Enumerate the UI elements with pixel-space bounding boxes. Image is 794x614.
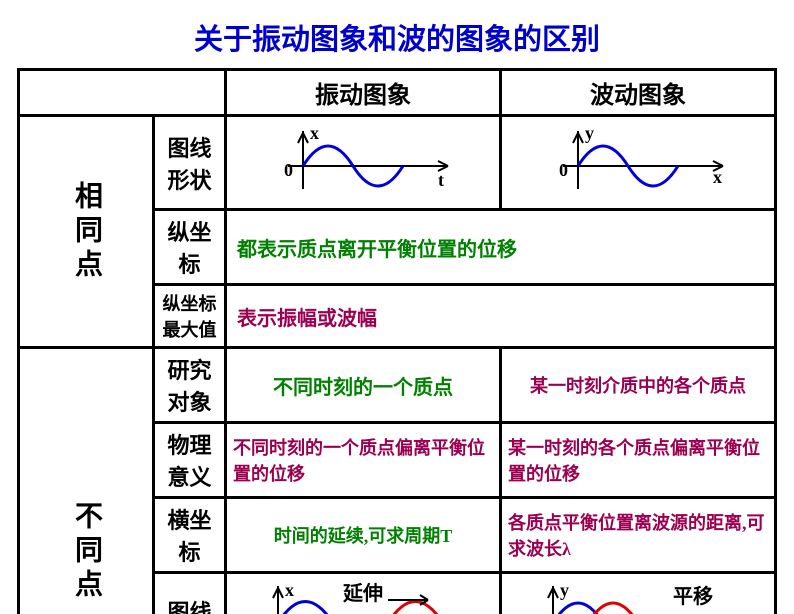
header-spacer xyxy=(19,70,226,116)
change-vibration-graph: x t 0 延伸 放录像带 xyxy=(226,573,501,614)
physical-vibration: 不同时刻的一个质点偏离平衡位置的位移 xyxy=(226,423,501,498)
annotation-extend: 延伸 xyxy=(342,581,383,605)
x-axis-label: x xyxy=(713,167,722,187)
subject-wave: 某一时刻介质中的各个质点 xyxy=(501,348,776,423)
row-xaxis-label: 横坐标 xyxy=(154,498,226,573)
col-wave: 波动图象 xyxy=(501,70,776,116)
y-axis-label: x xyxy=(285,580,294,600)
origin-label: 0 xyxy=(559,160,568,180)
y-axis xyxy=(273,586,283,614)
x-axis xyxy=(288,161,448,171)
row-change-label: 图线变化 xyxy=(154,573,226,614)
origin-label: 0 xyxy=(284,160,293,180)
section-same-header: 相同点 xyxy=(19,116,154,348)
x-axis-label: t xyxy=(438,170,444,190)
section-diff-header: 不同点 xyxy=(19,348,154,614)
annotation-shift: 平移 xyxy=(673,585,713,608)
xaxis-wave: 各质点平衡位置离波源的距离,可求波长λ xyxy=(501,498,776,573)
row-ymax-text: 表示振幅或波幅 xyxy=(226,285,776,348)
y-axis xyxy=(548,586,558,614)
row-ymax-label: 纵坐标最大值 xyxy=(154,285,226,348)
shape-wave-graph: y x 0 xyxy=(501,116,776,210)
comparison-table: 振动图象 波动图象 相同点 图线形状 x t 0 y x 0 xyxy=(17,68,777,614)
y-axis-label: y xyxy=(560,580,569,600)
row-physical-label: 物理意义 xyxy=(154,423,226,498)
y-axis-label: x xyxy=(310,123,319,143)
shape-vibration-graph: x t 0 xyxy=(226,116,501,210)
y-axis-label: y xyxy=(585,123,594,143)
row-yaxis-label: 纵坐标 xyxy=(154,210,226,285)
change-wave-graph: y x 0 平移 拍集体照 xyxy=(501,573,776,614)
xaxis-vibration: 时间的延续,可求周期T xyxy=(226,498,501,573)
page-title: 关于振动图象和波的图象的区别 xyxy=(0,0,794,68)
sine-red-ext xyxy=(388,602,443,614)
row-subject-label: 研究对象 xyxy=(154,348,226,423)
x-axis xyxy=(563,161,723,171)
physical-wave: 某一时刻的各个质点偏离平衡位置的位移 xyxy=(501,423,776,498)
row-shape-label: 图线形状 xyxy=(154,116,226,210)
col-vibration: 振动图象 xyxy=(226,70,501,116)
row-yaxis-text: 都表示质点离开平衡位置的位移 xyxy=(226,210,776,285)
subject-vibration: 不同时刻的一个质点 xyxy=(226,348,501,423)
